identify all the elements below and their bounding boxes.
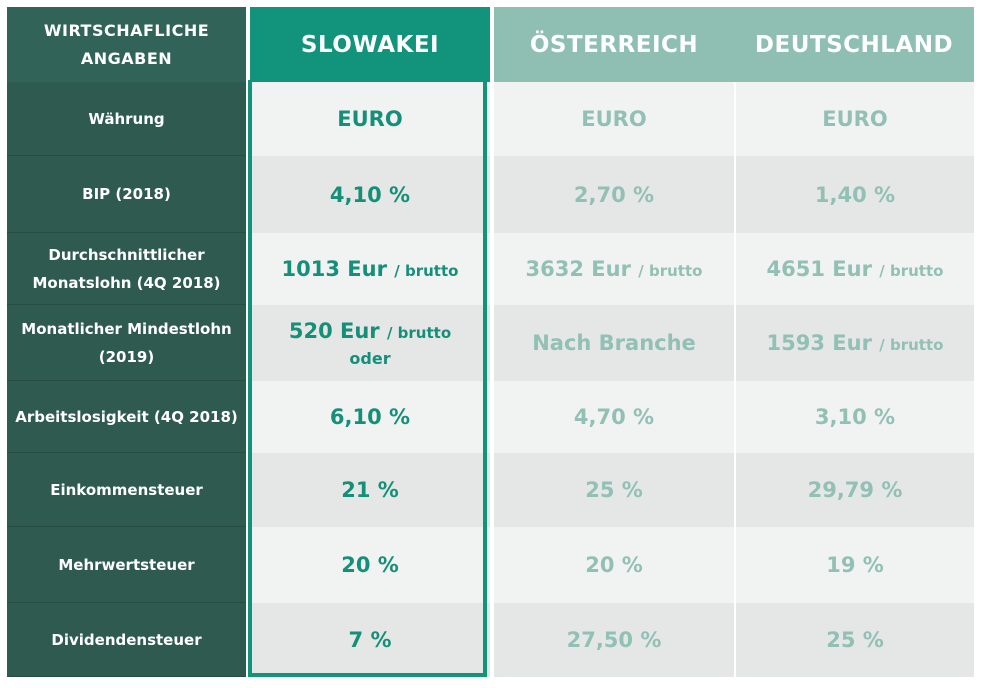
table-row: BIP (2018) 4,10 % 2,70 % 1,40 % xyxy=(7,156,974,233)
header-label: WIRTSCHAFLICHE ANGABEN xyxy=(7,7,246,82)
row-label: BIP (2018) xyxy=(7,156,246,233)
row-label: Monatlicher Mindestlohn (2019) xyxy=(7,305,246,381)
table-row: Arbeitslosigkeit (4Q 2018) 6,10 % 4,70 %… xyxy=(7,381,974,453)
cell-suffix: / brutto xyxy=(879,336,944,354)
cell-value: 520 Eur xyxy=(288,318,380,343)
header-austria: ÖSTERREICH xyxy=(494,7,734,91)
cell-slovakia: 6,10 % xyxy=(250,381,490,453)
cell-slovakia: 7 % xyxy=(250,603,490,677)
comparison-table: WIRTSCHAFLICHE ANGABEN SLOWAKEI ÖSTERREI… xyxy=(7,7,974,677)
cell-germany: 19 % xyxy=(734,527,974,603)
cell-value: 1593 Eur xyxy=(766,331,872,355)
cell-austria: 3632 Eur / brutto xyxy=(494,233,734,305)
cell-austria: 25 % xyxy=(494,453,734,527)
header-slovakia: SLOWAKEI xyxy=(250,7,490,91)
row-label: Währung xyxy=(7,82,246,156)
cell-slovakia: 4,10 % xyxy=(250,156,490,233)
header-austria-text: ÖSTERREICH xyxy=(529,31,699,58)
table-row: Dividendensteuer 7 % 27,50 % 25 % xyxy=(7,603,974,677)
cell-germany: 25 % xyxy=(734,603,974,677)
cell-germany: 3,10 % xyxy=(734,381,974,453)
table-row: Durchschnittlicher Monatslohn (4Q 2018) … xyxy=(7,233,974,305)
cell-germany: 1593 Eur / brutto xyxy=(734,305,974,381)
row-label: Einkommensteuer xyxy=(7,453,246,527)
cell-sub: oder xyxy=(349,348,391,368)
header-slovakia-text: SLOWAKEI xyxy=(300,31,440,58)
cell-germany: 4651 Eur / brutto xyxy=(734,233,974,305)
table-row: Einkommensteuer 21 % 25 % 29,79 % xyxy=(7,453,974,527)
header-germany: DEUTSCHLAND xyxy=(734,7,974,91)
row-label: Durchschnittlicher Monatslohn (4Q 2018) xyxy=(7,233,246,305)
cell-value: 4651 Eur xyxy=(766,257,872,281)
cell-austria: 20 % xyxy=(494,527,734,603)
cell-suffix: / brutto xyxy=(638,262,703,280)
cell-suffix: / brutto xyxy=(394,262,459,280)
table-header: WIRTSCHAFLICHE ANGABEN SLOWAKEI ÖSTERREI… xyxy=(7,7,974,91)
cell-austria: EURO xyxy=(494,82,734,156)
cell-slovakia: EURO xyxy=(250,82,490,156)
cell-austria: 27,50 % xyxy=(494,603,734,677)
cell-austria: 2,70 % xyxy=(494,156,734,233)
cell-slovakia: 1013 Eur / brutto xyxy=(250,233,490,305)
cell-suffix: / brutto xyxy=(386,323,452,342)
cell-austria: Nach Branche xyxy=(494,305,734,381)
row-label: Arbeitslosigkeit (4Q 2018) xyxy=(7,381,246,453)
table-row: Währung EURO EURO EURO xyxy=(7,82,974,156)
row-label: Dividendensteuer xyxy=(7,603,246,677)
cell-germany: EURO xyxy=(734,82,974,156)
header-germany-text: DEUTSCHLAND xyxy=(754,31,954,58)
cell-suffix: / brutto xyxy=(879,262,944,280)
cell-austria: 4,70 % xyxy=(494,381,734,453)
cell-value: 3632 Eur xyxy=(525,257,631,281)
cell-germany: 29,79 % xyxy=(734,453,974,527)
cell-slovakia: 520 Eur / brutto oder xyxy=(250,305,490,381)
table-row: Monatlicher Mindestlohn (2019) 520 Eur /… xyxy=(7,305,974,381)
row-label: Mehrwertsteuer xyxy=(7,527,246,603)
cell-slovakia: 21 % xyxy=(250,453,490,527)
cell-value: 1013 Eur xyxy=(281,257,387,281)
cell-germany: 1,40 % xyxy=(734,156,974,233)
cell-slovakia: 20 % xyxy=(250,527,490,603)
table-row: Mehrwertsteuer 20 % 20 % 19 % xyxy=(7,527,974,603)
